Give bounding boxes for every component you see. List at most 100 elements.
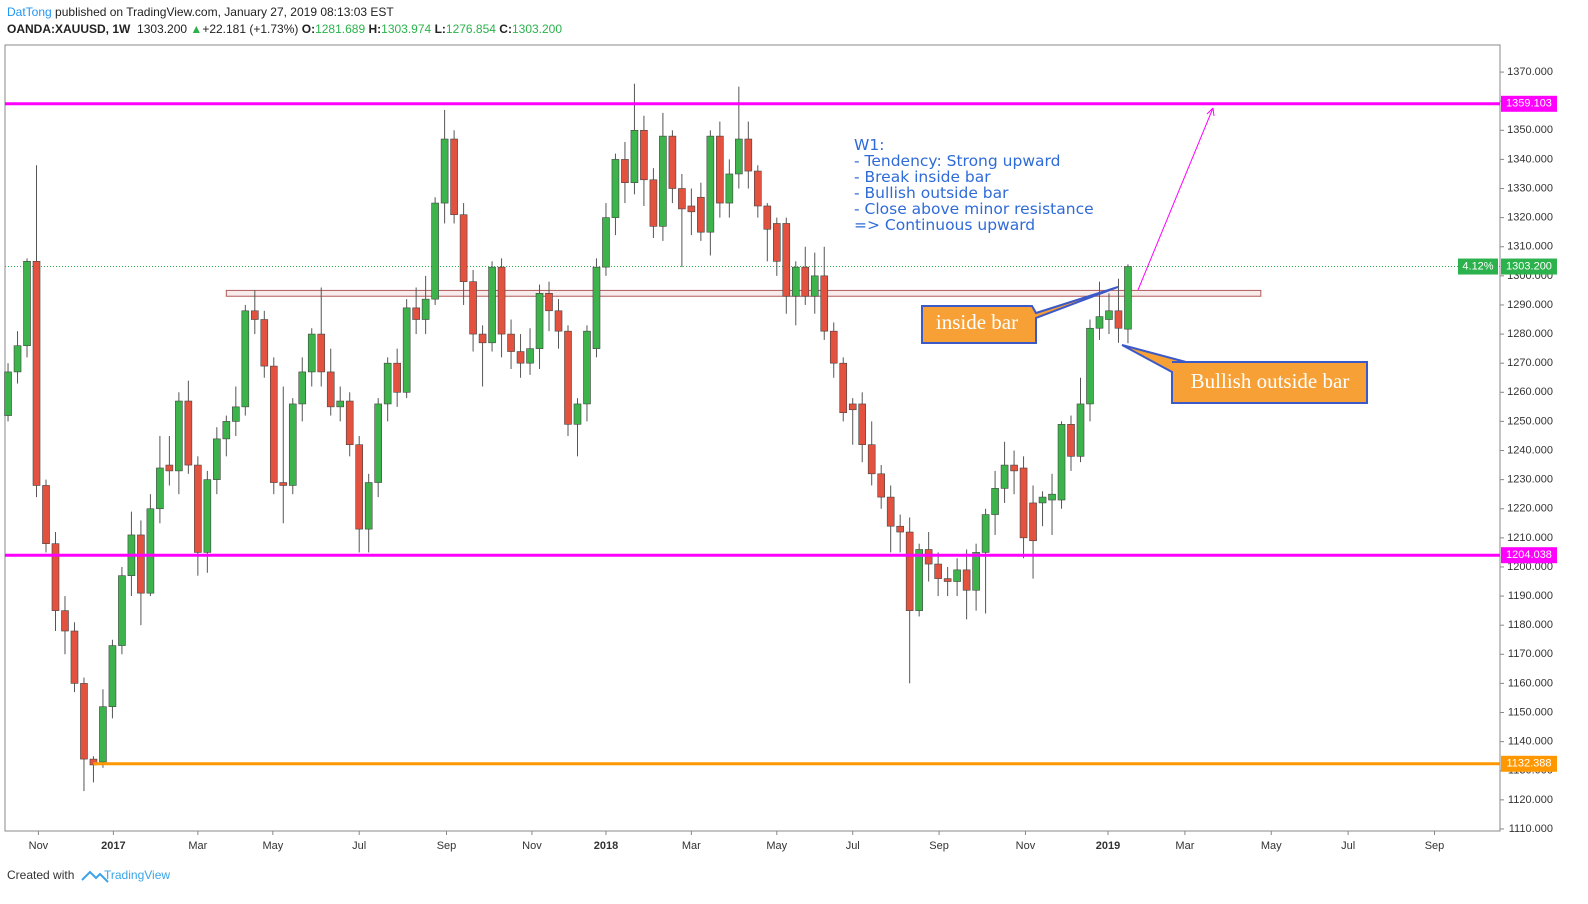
candle-body — [516, 351, 525, 364]
y-tick-label: 1310.000 — [1507, 241, 1553, 253]
candle-body — [61, 610, 69, 632]
callout-text: Bullish outside bar — [1191, 369, 1350, 393]
candle-body — [156, 467, 164, 510]
candle-body — [526, 348, 534, 364]
candle-body — [488, 266, 496, 344]
candle-body — [592, 266, 601, 349]
candle-body — [507, 333, 515, 352]
x-tick-label: Nov — [522, 840, 542, 852]
candle-body — [791, 266, 800, 297]
note-line: - Tendency: Strong upward — [854, 152, 1061, 170]
published: published on TradingView.com, January 27… — [55, 5, 394, 19]
footer-brand: TradingView — [104, 868, 170, 882]
y-tick-label: 1140.000 — [1508, 736, 1553, 748]
y-tick-label: 1340.000 — [1507, 153, 1553, 165]
y-tick-label: 1220.000 — [1507, 503, 1553, 515]
y-tick-label: 1330.000 — [1507, 182, 1553, 194]
y-tick-label: 1320.000 — [1507, 212, 1553, 224]
candle-body — [250, 310, 259, 320]
y-tick-label: 1190.000 — [1508, 590, 1553, 602]
header-line: DatTong published on TradingView.com, Ja… — [7, 5, 394, 19]
candle-body — [118, 575, 126, 646]
candle-body — [801, 266, 810, 297]
symbol-line: OANDA:XAUUSD, 1W 1303.200 ▲+22.181 (+1.7… — [7, 22, 562, 36]
candle-body — [697, 196, 705, 233]
candle-body — [763, 205, 772, 230]
candle-body — [877, 473, 885, 498]
level-tag — [1501, 547, 1557, 564]
x-tick-label: Sep — [1425, 840, 1445, 852]
candle-body — [649, 179, 658, 227]
projection-arrow — [1137, 107, 1214, 291]
candle-body — [678, 188, 686, 210]
candle-body — [383, 362, 392, 405]
x-tick-label: 2017 — [101, 840, 125, 852]
x-tick-label: Jul — [846, 840, 860, 852]
candle-body — [213, 438, 221, 480]
x-tick-label: 2018 — [594, 840, 618, 852]
candle-body — [1029, 502, 1037, 542]
candle-body — [1000, 464, 1009, 489]
candle-body — [1048, 493, 1056, 501]
x-tick-label: Sep — [929, 840, 949, 852]
candle-body — [241, 310, 250, 408]
x-tick-label: May — [1261, 840, 1282, 852]
y-tick-label: 1120.000 — [1508, 794, 1553, 806]
c-label: C: — [499, 22, 512, 36]
level-tag — [1501, 95, 1557, 112]
author: DatTong — [7, 5, 52, 19]
h-value: 1303.974 — [381, 22, 432, 36]
candle-body — [364, 482, 373, 530]
candle-body — [867, 444, 876, 475]
y-tick-label: 1150.000 — [1508, 706, 1553, 718]
outside-bar-callout — [1121, 344, 1368, 404]
candle-body — [934, 563, 942, 579]
candle-body — [431, 202, 439, 300]
candle-body — [440, 138, 449, 204]
candle-body — [706, 135, 715, 233]
candle-body — [345, 400, 354, 445]
candle-body — [32, 260, 41, 486]
o-label: O: — [301, 22, 316, 36]
x-tick-label: Sep — [437, 840, 457, 852]
y-tick-label: 1280.000 — [1507, 328, 1553, 340]
candle-body — [1067, 424, 1075, 457]
x-tick-label: May — [766, 840, 787, 852]
candle-body — [165, 464, 174, 472]
candle-body — [412, 307, 420, 320]
candle-body — [269, 365, 278, 483]
candle-body — [943, 578, 952, 582]
x-tick-label: 2019 — [1096, 840, 1120, 852]
candle-body — [858, 403, 867, 445]
candle-body — [905, 531, 914, 611]
candle-body — [355, 444, 363, 530]
candle-body — [848, 403, 857, 411]
candle-body — [184, 400, 193, 466]
analysis-note: W1: - Tendency: Strong upward - Break insi… — [854, 137, 1094, 233]
candle-body — [886, 496, 895, 527]
candle-body — [924, 549, 933, 565]
candle-body — [108, 645, 117, 707]
candle-body — [782, 223, 791, 297]
candle-body — [326, 371, 335, 408]
candle-body — [374, 403, 382, 483]
candle-body — [962, 569, 971, 591]
candle-body — [307, 333, 316, 373]
note-line: - Bullish outside bar — [854, 184, 1009, 202]
candle-body — [602, 217, 610, 268]
y-tick-label: 1110.000 — [1509, 823, 1553, 835]
level-tag — [1501, 755, 1557, 772]
candle-body — [981, 514, 990, 553]
h-label: H: — [368, 22, 382, 36]
candle-body — [298, 371, 307, 405]
y-tick-label: 1250.000 — [1507, 415, 1553, 427]
candle-body — [810, 275, 819, 297]
candle-body — [1095, 316, 1104, 329]
l-value: 1276.854 — [445, 22, 496, 36]
candle-body — [583, 330, 591, 405]
o-value: 1281.689 — [315, 22, 366, 36]
x-tick-label: Nov — [29, 840, 49, 852]
candle-body — [336, 400, 345, 408]
note-line: => Continuous upward — [854, 216, 1036, 234]
